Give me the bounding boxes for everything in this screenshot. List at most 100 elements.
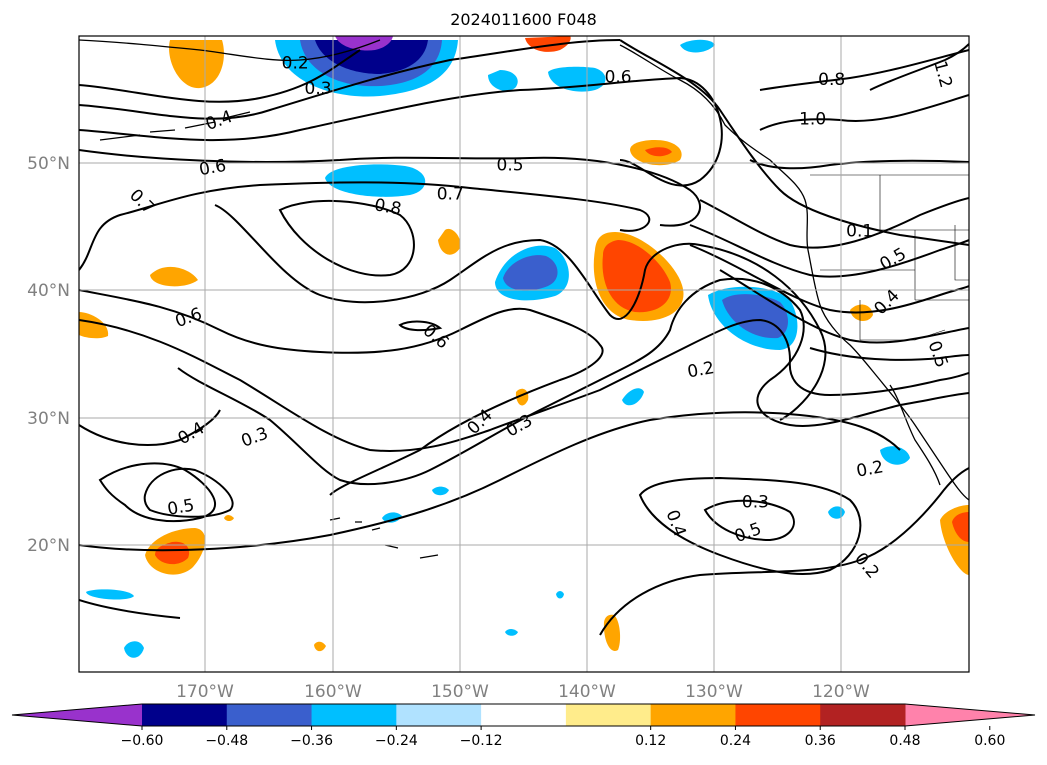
lon-label: 150°W: [431, 682, 489, 702]
contour-label-text: 0.1: [846, 222, 873, 242]
contour-label-text: 0.6: [198, 156, 228, 180]
negative-anomaly-region: [325, 164, 426, 197]
positive-anomaly-region: [79, 312, 109, 339]
contour-line: [143, 467, 234, 518]
contour-line: [98, 462, 216, 523]
colorbar-tick-label: 0.12: [635, 733, 666, 749]
contour-line: [759, 49, 969, 91]
lon-label: 130°W: [685, 682, 743, 702]
colorbar-segment: [142, 704, 228, 726]
negative-anomaly-region: [335, 36, 393, 51]
contour-label-text: 0.2: [282, 54, 309, 74]
negative-anomaly-region: [556, 591, 564, 599]
colorbar-segment: [311, 704, 397, 726]
political-borders: [810, 174, 969, 341]
contour-label: 1.0: [799, 110, 826, 130]
colorbar-tick-label: −0.12: [460, 733, 503, 749]
map-background: [79, 36, 969, 672]
contour-label-text: 0.8: [818, 70, 845, 90]
lat-label: 30°N: [27, 409, 70, 429]
contour-lines: [79, 39, 969, 636]
contour-label: 0.3: [305, 79, 332, 99]
colorbar-extend-max: [905, 704, 1035, 726]
positive-anomaly-region: [314, 641, 326, 652]
hawaiian-islands: [329, 517, 439, 559]
state-borders: [820, 175, 969, 341]
negative-anomaly-region: [488, 70, 518, 91]
contour-line: [638, 476, 862, 576]
lon-label: 120°W: [812, 682, 870, 702]
contour-label-text: 0.3: [305, 79, 332, 99]
colorbar-extend-min: [12, 704, 142, 726]
colorbar-tick-label: −0.36: [290, 733, 333, 749]
contour-line: [398, 320, 443, 332]
negative-anomaly-region: [432, 486, 449, 496]
colorbar-segment: [735, 704, 821, 726]
contour-label: 0.2: [282, 54, 309, 74]
negative-anomaly-region: [315, 40, 428, 74]
contour-label-text: 0.6: [605, 68, 632, 88]
contour-label-text: 0.5: [496, 155, 523, 175]
negative-anomaly-region: [880, 446, 910, 465]
positive-anomaly-region: [952, 512, 969, 542]
contour-line: [699, 197, 969, 249]
alaska-coastline: [79, 39, 381, 61]
positive-anomaly-region: [645, 147, 672, 157]
negative-anomaly-region: [622, 388, 644, 406]
colorbar-tick-label: −0.48: [205, 733, 248, 749]
colorbar: −0.60 −0.48 −0.36 −0.24 −0.12 0.12 0.24 0.36 0.4…: [11, 703, 1036, 749]
longitude-labels: 170°W 160°W 150°W 140°W 130°W 120°W: [176, 682, 870, 702]
contour-label-text: 0.5: [166, 495, 196, 519]
aleutians: [99, 111, 251, 141]
contour-label: 0.5: [496, 155, 523, 175]
map-frame: [78, 35, 970, 673]
colorbar-tick-label: −0.60: [121, 733, 164, 749]
negative-anomaly-region: [86, 589, 134, 600]
contour-line: [214, 204, 827, 421]
colorbar-tick-label: 0.48: [889, 733, 920, 749]
contour-label: 0.7: [437, 185, 464, 205]
contour-line: [79, 39, 621, 120]
north-america-coastline: [619, 44, 969, 501]
contour-label-text: 1.0: [799, 110, 826, 130]
contour-line: [79, 289, 604, 496]
contour-line: [79, 49, 361, 103]
graticule: [79, 36, 969, 672]
latitude-labels: 50°N 40°N 30°N 20°N: [27, 154, 70, 556]
shaded-anomaly-layer: [79, 36, 969, 658]
colorbar-segment: [650, 704, 736, 726]
positive-anomaly-region: [169, 40, 224, 89]
lon-label: 140°W: [558, 682, 616, 702]
negative-anomaly-region: [722, 294, 788, 339]
colorbar-segment: [820, 704, 906, 726]
coastlines: [79, 39, 969, 559]
negative-anomaly-region: [503, 255, 558, 291]
contour-label-text: 0.3: [742, 493, 769, 513]
contour-line: [79, 318, 969, 452]
contour-label: 0.2: [855, 457, 885, 481]
contour-line: [749, 159, 969, 170]
colorbar-tick-label: 0.24: [720, 733, 751, 749]
lon-label: 170°W: [176, 682, 234, 702]
contour-line: [177, 277, 969, 486]
colorbar-segment: [396, 704, 482, 726]
negative-anomaly-region: [382, 512, 402, 523]
contour-label: 0.1: [846, 222, 873, 242]
colorbar-tick-label: −0.24: [375, 733, 418, 749]
colorbar-tick-label: 0.36: [805, 733, 836, 749]
lat-label: 50°N: [27, 154, 70, 174]
contour-label: 0.8: [818, 70, 845, 90]
positive-anomaly-region: [602, 240, 671, 313]
contour-label-text: 0.8: [373, 195, 403, 219]
contour-label: 0.2: [686, 358, 716, 382]
contour-line: [869, 43, 969, 91]
baja-coastline: [889, 384, 941, 486]
contour-line: [809, 347, 969, 361]
contour-line: [79, 599, 181, 619]
contour-line: [689, 224, 969, 278]
positive-anomaly-region: [224, 515, 234, 521]
contour-line: [79, 76, 723, 187]
negative-anomaly-region: [680, 39, 715, 53]
chart-title: 2024011600 F048: [450, 10, 597, 29]
